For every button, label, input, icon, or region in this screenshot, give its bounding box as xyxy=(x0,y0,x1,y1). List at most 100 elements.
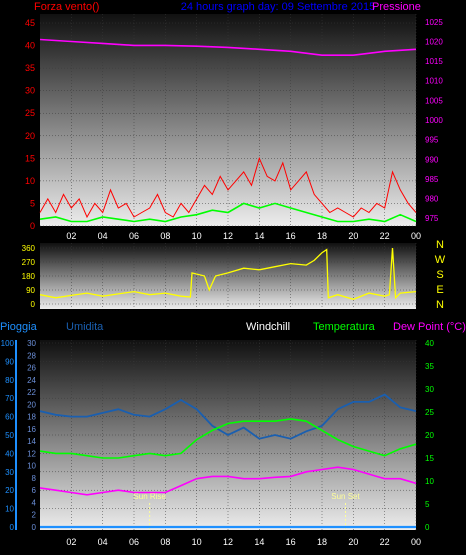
tick-label: 12 xyxy=(27,449,36,458)
tick-label: 50 xyxy=(5,431,14,440)
tick-label: 70 xyxy=(5,394,14,403)
tick-label: 990 xyxy=(425,155,439,164)
tick-label: 22 xyxy=(380,537,390,547)
humidity-axis-title: Umidita xyxy=(66,321,104,333)
tick-label: 30 xyxy=(25,86,35,96)
tick-label: 35 xyxy=(425,362,434,371)
tick-label: 10 xyxy=(5,505,14,514)
tick-label: 45 xyxy=(25,18,35,28)
tick-label: 40 xyxy=(25,41,35,51)
tick-label: 10 xyxy=(425,477,434,486)
tick-label: 26 xyxy=(27,364,36,373)
tick-label: 360 xyxy=(22,244,36,253)
humidity-line xyxy=(39,393,417,440)
tick-label: 985 xyxy=(425,175,439,184)
temperature-y-axis: 0 5 10 15 20 25 30 35 40 xyxy=(425,339,434,532)
tick-label: 28 xyxy=(27,351,36,360)
tick-label: 16 xyxy=(27,425,36,434)
tick-label: 30 xyxy=(5,468,14,477)
tick-label: 0 xyxy=(32,523,37,532)
forza-vento-line xyxy=(39,156,417,219)
cardinal-label: N xyxy=(436,239,444,251)
chart-title: 24 hours graph day: 09 Settembre 2015 xyxy=(181,1,375,13)
tick-label: 270 xyxy=(22,258,36,267)
tick-label: 90 xyxy=(5,357,14,366)
tick-label: 12 xyxy=(223,537,233,547)
tick-label: 20 xyxy=(348,537,358,547)
windchill-legend: Windchill xyxy=(246,321,290,333)
dewpoint-line xyxy=(39,466,417,496)
tick-label: 25 xyxy=(25,108,35,118)
tick-label: 14 xyxy=(254,231,264,241)
wind-speed-y-axis: 0 5 10 15 20 25 30 35 40 45 xyxy=(25,18,35,231)
tick-label: 20 xyxy=(5,486,14,495)
tick-label: 975 xyxy=(425,214,439,223)
tick-label: 40 xyxy=(5,449,14,458)
tick-label: 20 xyxy=(425,431,434,440)
tick-label: 6 xyxy=(32,486,37,495)
rain-axis-title: Pioggia xyxy=(0,321,38,333)
tick-label: 1015 xyxy=(425,57,443,66)
tick-label: 60 xyxy=(5,413,14,422)
cardinal-label: W xyxy=(435,254,446,266)
tick-label: 30 xyxy=(425,385,434,394)
tick-label: 1025 xyxy=(425,18,443,27)
sun-markers: Sun Rise Sun Set xyxy=(133,492,361,530)
tick-label: 20 xyxy=(27,400,36,409)
wind-direction-series xyxy=(39,247,417,300)
tick-label: 80 xyxy=(5,376,14,385)
tick-label: 14 xyxy=(254,537,264,547)
tick-label: 90 xyxy=(26,286,35,295)
wind-speed-axis-title: Forza vento() xyxy=(34,1,99,13)
tick-label: 08 xyxy=(160,231,170,241)
tick-label: 25 xyxy=(425,408,434,417)
tick-label: 16 xyxy=(286,537,296,547)
cardinal-label: N xyxy=(436,299,444,311)
tick-label: 02 xyxy=(66,537,76,547)
pressure-axis-title: Pressione xyxy=(372,1,421,13)
tick-label: 980 xyxy=(425,195,439,204)
tick-label: 4 xyxy=(32,498,37,507)
tick-label: 02 xyxy=(66,231,76,241)
tick-label: 22 xyxy=(380,231,390,241)
tick-label: 1005 xyxy=(425,96,443,105)
tick-label: 5 xyxy=(425,500,430,509)
tick-label: 8 xyxy=(32,474,37,483)
tick-label: 10 xyxy=(192,537,202,547)
rain-y-axis: 0 10 20 30 40 50 60 70 80 90 100 xyxy=(1,339,17,532)
tick-label: 06 xyxy=(129,537,139,547)
tick-label: 5 xyxy=(30,198,35,208)
cardinal-label: E xyxy=(436,284,443,296)
tick-label: 0 xyxy=(10,523,15,532)
tick-label: 20 xyxy=(348,231,358,241)
tick-label: 180 xyxy=(22,272,36,281)
sun-set-label: Sun Set xyxy=(331,492,360,501)
tick-label: 20 xyxy=(25,131,35,141)
tick-label: 14 xyxy=(27,437,36,446)
tick-label: 35 xyxy=(25,63,35,73)
tick-label: 995 xyxy=(425,136,439,145)
tick-label: 04 xyxy=(98,231,108,241)
tick-label: 16 xyxy=(286,231,296,241)
wind-pressure-series xyxy=(39,38,417,223)
tick-label: 15 xyxy=(425,454,434,463)
x-axis-top: 02 04 06 08 10 12 14 16 18 20 22 00 xyxy=(66,231,421,241)
dewpoint-legend: Dew Point (°C) xyxy=(393,321,466,333)
tick-label: 12 xyxy=(223,231,233,241)
temperature-legend: Temperatura xyxy=(313,321,376,333)
tick-label: 18 xyxy=(27,413,36,422)
tick-label: 40 xyxy=(425,339,434,348)
temperature-humidity-series xyxy=(39,393,417,529)
tick-label: 0 xyxy=(425,523,430,532)
tick-label: 18 xyxy=(317,537,327,547)
tick-label: 24 xyxy=(27,376,36,385)
tick-label: 10 xyxy=(192,231,202,241)
tick-label: 00 xyxy=(411,231,421,241)
tick-label: 10 xyxy=(25,176,35,186)
wind-pressure-gridlines xyxy=(40,14,417,227)
tick-label: 100 xyxy=(1,339,15,348)
tick-label: 18 xyxy=(317,231,327,241)
